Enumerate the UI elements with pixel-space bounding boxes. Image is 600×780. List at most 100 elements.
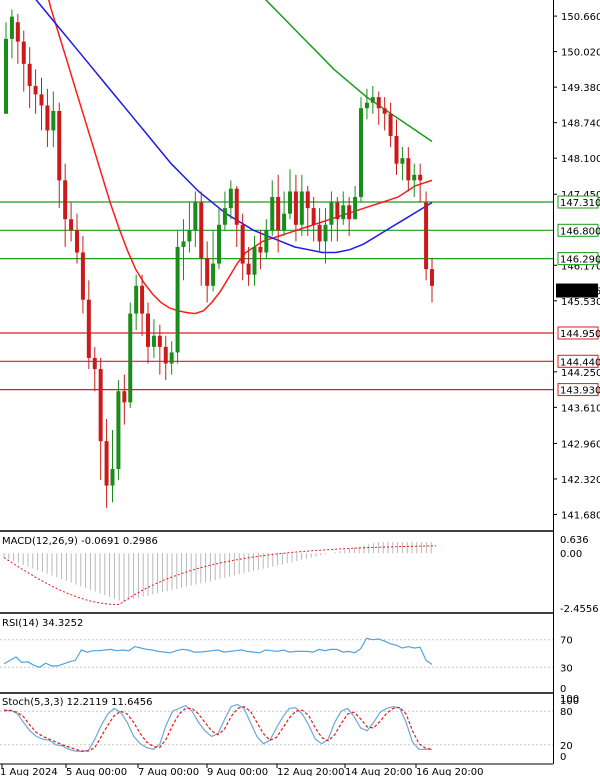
stoch-y-tick-label: 80 (560, 707, 573, 718)
candle-body (370, 97, 375, 103)
x-tick-label: 1 Aug 2024 (0, 767, 58, 776)
x-tick-label: 14 Aug 20:00 (345, 767, 412, 776)
candle-body (359, 108, 363, 198)
y-tick-label: 143.610 (561, 403, 600, 414)
level-label: 147.310 (560, 198, 600, 209)
candle-body (406, 158, 411, 181)
candle-body (193, 202, 198, 231)
rsi-title: RSI(14) 34.3252 (2, 618, 83, 629)
level-label: 146.290 (560, 255, 600, 266)
candle-body (228, 188, 233, 209)
level-label-box (557, 195, 599, 209)
candle-body (9, 16, 14, 39)
level-label-box (557, 252, 599, 266)
x-tick-label: 7 Aug 00:00 (138, 767, 199, 776)
candle-body (317, 224, 322, 242)
level-label: 144.950 (560, 329, 600, 340)
candle-body (51, 110, 56, 131)
candle-body (412, 174, 417, 181)
macd-y-tick-label: 0.636 (560, 535, 589, 546)
candle-body (69, 219, 74, 231)
candle-body (27, 63, 32, 87)
candle-body (104, 441, 109, 486)
macd-signal-line (3, 545, 437, 606)
y-tick-label: 144.250 (561, 368, 600, 379)
candle-body (163, 346, 168, 364)
candle-body (181, 241, 186, 247)
candle-body (86, 299, 91, 358)
candle-body (293, 191, 298, 225)
candle-body (140, 285, 145, 314)
y-tick-label: 148.100 (561, 154, 600, 165)
stoch-y-tick-label: 20 (560, 741, 573, 752)
stoch-title: Stoch(5,3,3) 12.2119 11.6456 (2, 697, 153, 708)
candle-body (75, 230, 79, 253)
macd-panel: MACD(12,26,9) -0.0691 0.2986 0.636 0.00 -2.… (2, 535, 599, 615)
stoch-d-line (3, 706, 433, 752)
macd-y-tick-label: -2.4556 (560, 604, 599, 615)
candle-body (282, 213, 287, 231)
last-price-label: 145.715 (560, 287, 600, 298)
level-label-box (557, 326, 599, 340)
y-tick-label: 149.380 (561, 83, 600, 94)
candle-body (175, 246, 180, 353)
x-tick-label: 9 Aug 00:00 (207, 767, 268, 776)
candle-body (187, 230, 192, 242)
candle-body (151, 335, 156, 347)
candle-body (424, 202, 429, 270)
candle-body (299, 191, 304, 225)
rsi-panel: RSI(14) 34.3252 70 30 0 (0, 618, 573, 695)
candle-body (305, 191, 310, 209)
y-tick-label: 141.680 (561, 510, 600, 521)
candle-body (388, 113, 393, 136)
candle-body (270, 197, 275, 231)
level-label: 144.440 (560, 357, 600, 368)
candle-body (128, 313, 133, 403)
level-label-box (557, 354, 599, 368)
stoch-y-tick-label: 0 (560, 752, 566, 763)
candle-body (376, 97, 381, 109)
macd-title: MACD(12,26,9) -0.0691 0.2986 (2, 536, 158, 547)
y-tick-label: 148.740 (561, 119, 600, 130)
candle-body (394, 135, 399, 164)
rsi-line (3, 637, 433, 668)
candle-body (205, 258, 210, 286)
candle-body (246, 263, 251, 275)
candle-body (288, 191, 292, 214)
y-tick-label: 150.020 (561, 48, 600, 59)
stoch-top-tick-label: 100 (560, 694, 579, 705)
candle-body (258, 246, 263, 253)
price-panel: 150.660150.020149.380148.740148.100147.4… (0, 0, 600, 521)
candle-body (45, 105, 50, 131)
y-tick-label: 142.960 (561, 439, 600, 450)
candle-body (110, 468, 115, 486)
candle-body (240, 224, 245, 264)
y-tick-label: 146.170 (561, 261, 600, 272)
y-tick-label: 150.660 (561, 12, 600, 23)
candle-body (98, 369, 103, 442)
level-label-box (557, 383, 599, 397)
stoch-y-tick-label: 100 (560, 696, 579, 707)
y-tick-label: 142.320 (561, 475, 600, 486)
rsi-y-tick-label: 70 (560, 636, 573, 647)
moving-average-line (264, 0, 433, 143)
level-label: 146.800 (560, 226, 600, 237)
stoch-k-line (3, 703, 432, 753)
candle-body (252, 246, 257, 275)
candle-body (21, 41, 26, 64)
candle-body (217, 224, 221, 264)
y-tick-label: 145.530 (561, 297, 600, 308)
candle-body (264, 230, 269, 253)
candle-body (15, 22, 20, 42)
x-tick-label: 16 Aug 20:00 (416, 767, 483, 776)
candle-body (276, 197, 281, 231)
candle-body (63, 180, 68, 220)
rsi-y-tick-label: 30 (560, 663, 573, 674)
last-price-box (556, 283, 598, 298)
moving-average-line (48, 0, 433, 315)
macd-y-tick-label: 0.00 (560, 549, 582, 560)
moving-average-line (35, 0, 433, 254)
